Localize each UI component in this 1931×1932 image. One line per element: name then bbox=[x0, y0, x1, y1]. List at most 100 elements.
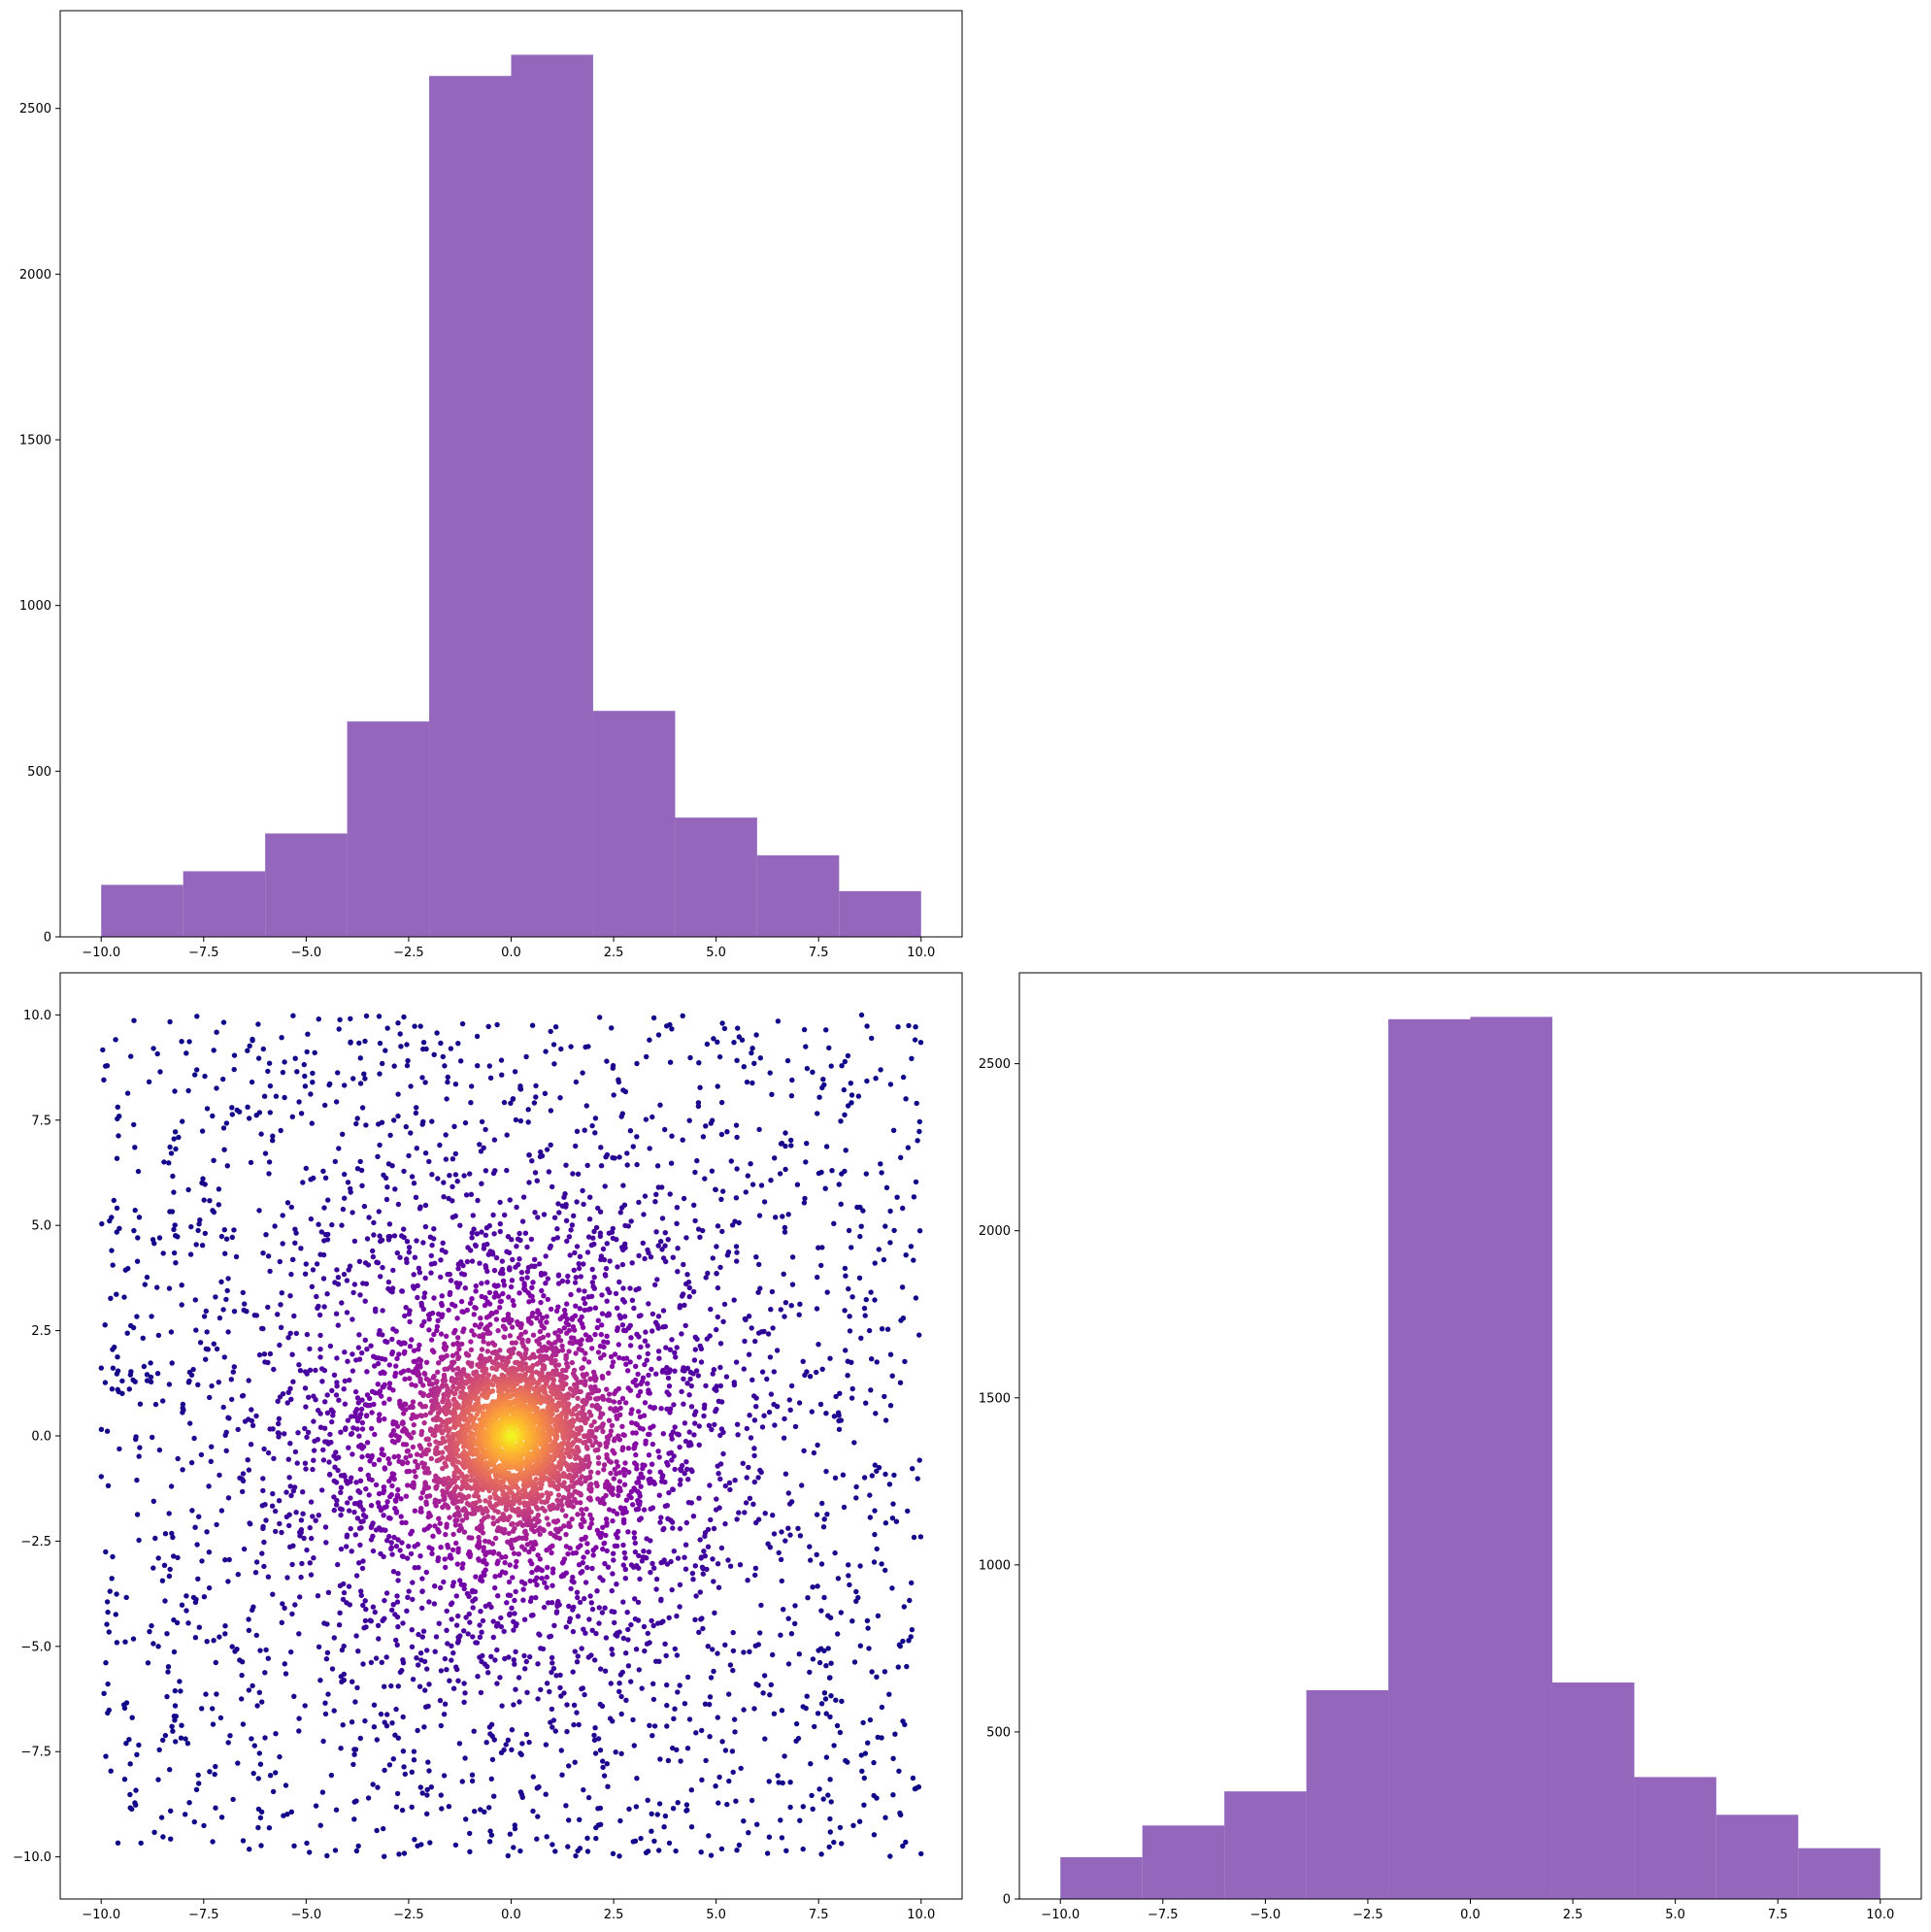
scatter-point bbox=[194, 1542, 200, 1548]
scatter-point bbox=[730, 1769, 736, 1776]
scatter-point bbox=[616, 1342, 621, 1348]
scatter-point bbox=[513, 1264, 518, 1270]
scatter-point bbox=[499, 1569, 506, 1575]
scatter-point bbox=[425, 1484, 431, 1490]
scatter-point bbox=[470, 1213, 476, 1218]
scatter-point bbox=[816, 1659, 823, 1666]
scatter-point bbox=[612, 1408, 617, 1414]
scatter-point bbox=[467, 1619, 473, 1625]
scatter-point bbox=[893, 1518, 900, 1524]
scatter-point bbox=[495, 1620, 501, 1627]
scatter-point bbox=[444, 1333, 449, 1340]
scatter-point bbox=[635, 1371, 641, 1378]
scatter-point bbox=[579, 1646, 584, 1651]
scatter-point bbox=[637, 1425, 643, 1431]
scatter-point bbox=[719, 1228, 725, 1235]
scatter-point bbox=[298, 1246, 304, 1251]
scatter-point bbox=[610, 1571, 616, 1577]
scatter-point bbox=[331, 1507, 337, 1514]
scatter-point bbox=[584, 1549, 590, 1555]
scatter-point bbox=[383, 1175, 389, 1182]
scatter-point bbox=[563, 1162, 569, 1168]
scatter-point bbox=[683, 1235, 689, 1241]
scatter-point bbox=[231, 1309, 238, 1315]
scatter-point bbox=[412, 1468, 417, 1475]
scatter-point bbox=[172, 1687, 178, 1694]
scatter-point bbox=[342, 1083, 348, 1088]
scatter-point bbox=[389, 1289, 395, 1295]
scatter-point bbox=[713, 1409, 718, 1415]
scatter-point bbox=[407, 1376, 413, 1382]
scatter-point bbox=[461, 1628, 467, 1634]
scatter-point bbox=[389, 1163, 395, 1169]
scatter-point bbox=[302, 1271, 309, 1277]
scatter-point bbox=[541, 1604, 548, 1611]
scatter-point bbox=[633, 1451, 639, 1458]
scatter-point bbox=[221, 1147, 227, 1152]
scatter-point bbox=[631, 1446, 637, 1451]
scatter-point bbox=[465, 1379, 472, 1385]
scatter-point bbox=[151, 1241, 157, 1247]
histogram-bar bbox=[265, 833, 348, 937]
scatter-point bbox=[534, 1836, 540, 1842]
scatter-point bbox=[767, 1692, 773, 1698]
scatter-point bbox=[223, 1120, 230, 1126]
scatter-point bbox=[913, 1179, 919, 1185]
scatter-point bbox=[867, 1492, 873, 1498]
scatter-point bbox=[513, 1116, 519, 1123]
scatter-point bbox=[150, 1565, 156, 1571]
scatter-point bbox=[600, 1428, 606, 1435]
scatter-point bbox=[392, 1612, 398, 1617]
scatter-point bbox=[722, 1520, 728, 1527]
scatter-point bbox=[429, 1310, 436, 1316]
scatter-point bbox=[114, 1155, 120, 1161]
scatter-point bbox=[431, 1349, 437, 1355]
scatter-point bbox=[709, 1168, 716, 1174]
scatter-point bbox=[175, 1455, 181, 1462]
scatter-point bbox=[671, 1402, 677, 1408]
scatter-point bbox=[467, 1300, 474, 1307]
scatter-point bbox=[294, 1069, 300, 1075]
scatter-point bbox=[684, 1381, 690, 1386]
scatter-point bbox=[477, 1260, 483, 1266]
scatter-point bbox=[401, 1234, 407, 1241]
scatter-point bbox=[606, 1230, 613, 1236]
scatter-point bbox=[456, 1741, 463, 1747]
scatter-point bbox=[616, 1354, 622, 1361]
scatter-point bbox=[595, 1205, 601, 1212]
scatter-point bbox=[213, 1659, 218, 1666]
scatter-point bbox=[389, 1350, 395, 1357]
scatter-point bbox=[360, 1602, 366, 1609]
scatter-point bbox=[505, 1852, 511, 1859]
scatter-point bbox=[577, 1816, 583, 1823]
scatter-point bbox=[379, 1393, 384, 1399]
scatter-point bbox=[235, 1760, 241, 1766]
scatter-point bbox=[402, 1771, 408, 1778]
scatter-point bbox=[341, 1581, 347, 1587]
scatter-point bbox=[557, 1684, 563, 1691]
scatter-point bbox=[832, 1549, 838, 1556]
scatter-point bbox=[772, 1155, 778, 1161]
scatter-point bbox=[311, 1175, 316, 1182]
scatter-point bbox=[547, 1688, 552, 1695]
scatter-point bbox=[160, 1250, 166, 1256]
scatter-point bbox=[181, 1407, 186, 1414]
scatter-point bbox=[511, 1627, 516, 1633]
scatter-point bbox=[327, 1343, 334, 1349]
scatter-point bbox=[401, 1014, 407, 1020]
scatter-point bbox=[549, 1660, 555, 1666]
scatter-point bbox=[229, 1644, 235, 1649]
scatter-point bbox=[301, 1535, 307, 1542]
scatter-point bbox=[598, 1355, 604, 1361]
scatter-point bbox=[573, 1303, 579, 1309]
scatter-point bbox=[599, 1311, 606, 1316]
scatter-point bbox=[794, 1182, 801, 1187]
scatter-point bbox=[114, 1591, 119, 1597]
scatter-point bbox=[260, 1046, 266, 1052]
scatter-point bbox=[500, 1512, 506, 1517]
scatter-point bbox=[441, 1180, 447, 1185]
scatter-point bbox=[663, 1345, 669, 1350]
scatter-point bbox=[128, 1053, 134, 1059]
scatter-point bbox=[394, 1790, 401, 1797]
scatter-point bbox=[767, 1354, 774, 1360]
